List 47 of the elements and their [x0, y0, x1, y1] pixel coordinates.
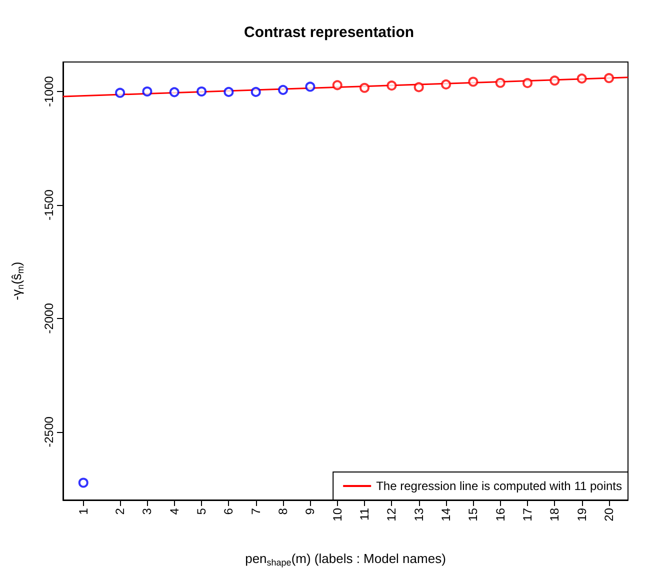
point — [576, 74, 587, 84]
x-tick-label: 7 — [248, 508, 263, 515]
x-tick-label: 6 — [222, 508, 236, 515]
point — [414, 82, 424, 92]
legend-label: The regression line is computed with 11 points — [376, 479, 622, 493]
point — [360, 82, 370, 93]
point — [196, 86, 207, 96]
x-tick-label: 13 — [412, 508, 426, 522]
x-tick-label: 4 — [167, 508, 182, 515]
x-tick-label: 3 — [140, 508, 154, 515]
x-tick-label: 2 — [113, 508, 128, 515]
x-tick-label: 14 — [439, 508, 454, 522]
point — [78, 478, 88, 488]
x-tick-label: 9 — [303, 508, 318, 515]
point — [142, 86, 152, 96]
point — [468, 76, 478, 87]
point — [522, 78, 532, 88]
point — [278, 84, 288, 95]
point — [250, 86, 261, 97]
x-tick-label: 11 — [358, 508, 372, 520]
x-tick-label: 5 — [194, 508, 209, 515]
y-tick-label: -2000 — [42, 302, 56, 334]
y-tick-label: -1000 — [42, 76, 56, 107]
x-tick-label: 16 — [493, 508, 508, 522]
point — [224, 86, 234, 97]
point — [169, 87, 180, 98]
point — [115, 88, 126, 98]
point — [305, 82, 316, 92]
y-tick-label: -2500 — [42, 416, 56, 448]
x-tick-label: 20 — [602, 508, 616, 522]
x-tick-label: 19 — [574, 508, 589, 522]
point — [332, 80, 342, 90]
x-tick-label: 15 — [466, 508, 480, 522]
y-axis-title: -γn(ŝm) — [9, 262, 26, 300]
x-tick-label: 18 — [548, 508, 562, 522]
x-tick-label: 1 — [76, 508, 90, 515]
point — [441, 79, 452, 90]
x-tick-label: 12 — [384, 508, 399, 522]
x-tick-label: 10 — [330, 508, 344, 522]
point — [386, 80, 397, 91]
point — [495, 78, 506, 88]
x-tick-label: 8 — [276, 508, 290, 515]
point — [604, 73, 614, 84]
point — [550, 76, 560, 86]
y-tick-label: -1500 — [42, 189, 56, 220]
chart-title: Contrast representation — [244, 24, 414, 41]
x-tick-label: 17 — [520, 508, 534, 522]
